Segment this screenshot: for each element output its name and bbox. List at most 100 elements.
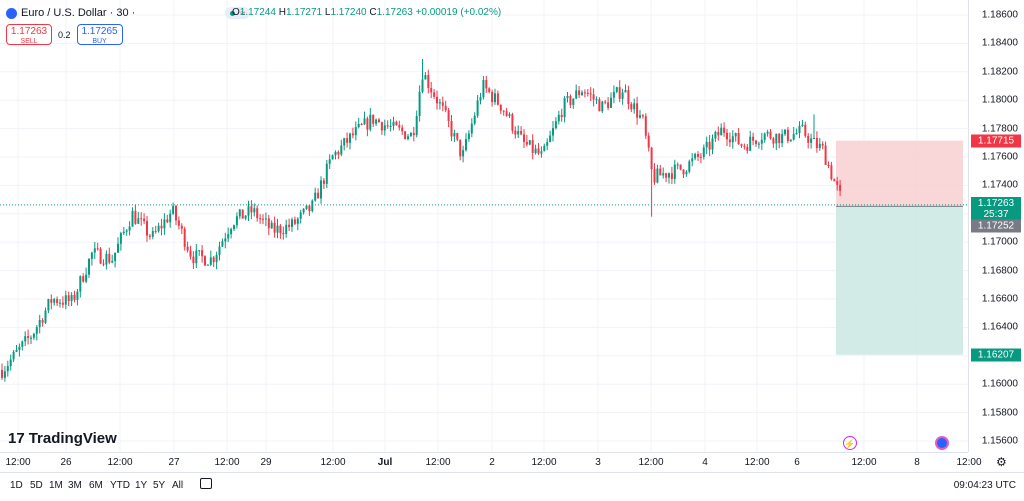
candle-body: [285, 224, 288, 234]
candle-body: [494, 93, 496, 103]
chart-area[interactable]: [0, 0, 970, 452]
range-button-ytd[interactable]: YTD: [110, 480, 130, 491]
time-tick-label: 27: [168, 457, 180, 468]
range-button-all[interactable]: All: [172, 480, 184, 491]
settings-icon[interactable]: ⚙: [996, 455, 1007, 469]
candle-body: [221, 241, 224, 247]
range-button-3m[interactable]: 3M: [68, 480, 82, 491]
globe-icon[interactable]: [935, 436, 949, 450]
target-price-badge[interactable]: 1.16207: [971, 348, 1021, 362]
range-button-6m[interactable]: 6M: [89, 480, 103, 491]
candle-body: [798, 125, 801, 133]
candle-body: [581, 92, 583, 96]
candle-body: [438, 102, 441, 104]
candle-body: [737, 133, 740, 145]
candle-body: [172, 206, 175, 214]
time-axis[interactable]: 12:00 26 12:00 27 12:00 29 12:00 Jul 12:00 2 12:00…: [0, 452, 982, 472]
range-button-5d[interactable]: 5D: [30, 480, 43, 491]
candle-body: [93, 248, 96, 253]
candle-body: [441, 102, 444, 106]
euro-flag-icon: [6, 7, 17, 19]
candle-body: [183, 228, 186, 247]
candle-body: [807, 135, 810, 143]
candle-body: [27, 336, 30, 339]
utc-clock[interactable]: 09:04:23 UTC: [953, 480, 1016, 491]
candle-body: [383, 125, 386, 131]
candle-body: [114, 252, 117, 262]
candle-body: [299, 212, 302, 219]
candle-body: [499, 104, 502, 111]
candle-body: [665, 173, 668, 178]
candle-body: [386, 125, 389, 127]
candle-body: [293, 219, 296, 224]
chart-header: Euro / U.S. Dollar · 30 · ≈: [6, 5, 251, 21]
candle-body: [679, 164, 682, 170]
symbol-title[interactable]: Euro / U.S. Dollar · 30 ·: [21, 7, 136, 19]
candle-body: [59, 302, 61, 304]
candle-body: [201, 250, 204, 257]
candle-body: [691, 158, 694, 162]
candle-body: [755, 140, 757, 144]
candle-body: [566, 95, 569, 99]
stop-price-badge[interactable]: 1.17715: [971, 134, 1021, 148]
candle-body: [476, 100, 479, 116]
candle-body: [53, 299, 56, 303]
candle-body: [430, 88, 433, 93]
candle-body: [786, 129, 789, 141]
candle-body: [612, 91, 615, 98]
price-tick-label: 1.17400: [981, 179, 1018, 191]
candle-body: [456, 132, 459, 140]
candle-body: [372, 114, 375, 124]
candle-body: [296, 218, 299, 224]
candle-body: [688, 161, 691, 172]
candle-body: [467, 133, 470, 140]
candle-body: [792, 133, 795, 140]
candle-body: [775, 133, 778, 144]
time-tick-label: 3: [595, 457, 601, 468]
price-scale[interactable]: 1.18600 1.18400 1.18200 1.18000 1.17800 1.176…: [968, 0, 1024, 452]
candle-body: [24, 336, 27, 342]
candle-body: [827, 164, 830, 166]
candle-body: [409, 132, 412, 137]
candle-body: [9, 359, 12, 367]
candle-body: [88, 258, 90, 275]
candle-body: [534, 148, 537, 153]
candle-body: [108, 253, 111, 263]
candlestick-chart[interactable]: [0, 0, 970, 452]
candle-body: [148, 235, 151, 237]
sell-button[interactable]: 1.17263 SELL: [6, 24, 52, 45]
time-tick-label: 12:00: [320, 457, 346, 468]
candle-body: [337, 151, 340, 155]
range-button-1m[interactable]: 1M: [49, 480, 63, 491]
flash-icon[interactable]: ⚡: [843, 436, 857, 450]
time-tick-label: 8: [914, 457, 920, 468]
candle-body: [360, 123, 363, 125]
status-dot-icon: [230, 10, 236, 16]
candle-body: [41, 320, 44, 323]
candle-body: [366, 118, 369, 130]
range-button-1y[interactable]: 1Y: [135, 480, 148, 491]
candle-body: [1, 370, 3, 378]
candle-body: [491, 91, 494, 103]
candle-body: [233, 225, 235, 230]
date-range-icon[interactable]: [200, 478, 212, 489]
range-button-5y[interactable]: 5Y: [153, 480, 166, 491]
time-tick-label: 12:00: [851, 457, 877, 468]
candle-body: [720, 127, 723, 136]
buy-button[interactable]: 1.17265 BUY: [76, 24, 123, 45]
time-tick-label: 12:00: [638, 457, 664, 468]
candle-body: [99, 248, 102, 264]
candle-body: [749, 136, 752, 151]
candle-body: [291, 219, 293, 227]
candle-body: [520, 130, 523, 135]
entry-price-badge[interactable]: 1.17252: [971, 219, 1021, 233]
tradingview-logo[interactable]: 17 TradingView: [8, 430, 117, 447]
candle-body: [163, 219, 166, 229]
candle-body: [586, 92, 589, 94]
range-button-1d[interactable]: 1D: [10, 480, 23, 491]
candle-body: [169, 213, 172, 223]
market-status-pill[interactable]: ≈: [225, 7, 251, 19]
candle-body: [444, 105, 447, 111]
current-price-badge[interactable]: 1.17263 25:37: [971, 196, 1021, 221]
candle-body: [218, 246, 221, 255]
